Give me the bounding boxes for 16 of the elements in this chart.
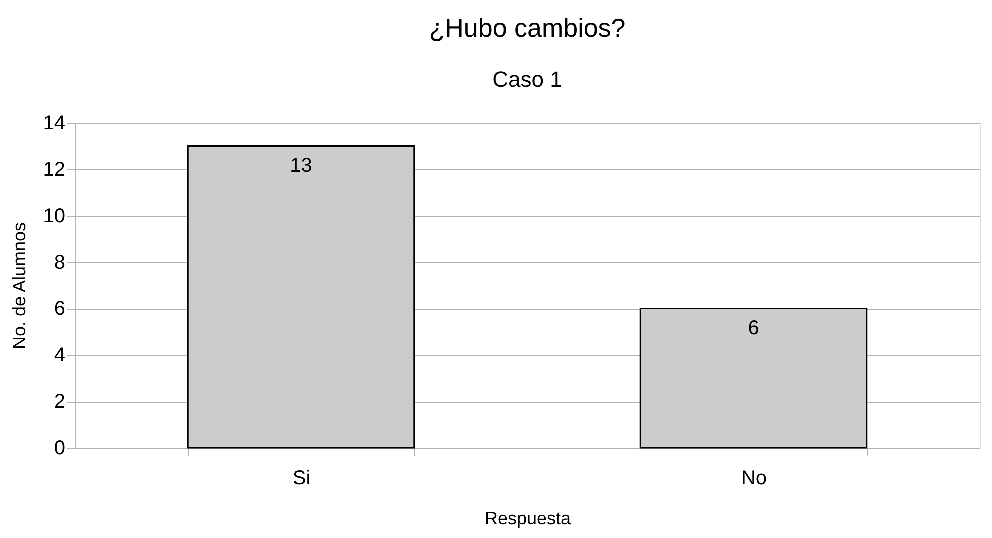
y-tick-label: 4 [54, 344, 66, 367]
x-tick-label: Si [292, 468, 311, 490]
y-tick-label: 12 [43, 158, 66, 181]
y-tick-label: 10 [43, 205, 66, 228]
y-tick-label: 2 [54, 391, 66, 414]
y-axis-title: No. de Alumnos [9, 222, 30, 350]
data-label: 13 [290, 155, 312, 178]
chart-subtitle: Caso 1 [492, 67, 562, 92]
y-tick-label: 8 [54, 252, 66, 274]
x-tick-label: No [741, 468, 768, 490]
y-tick-label: 0 [54, 438, 66, 460]
x-axis-title: Respuesta [484, 508, 572, 528]
y-tick-label: 6 [54, 298, 66, 320]
chart-title: ¿Hubo cambios? [429, 13, 626, 43]
data-label: 6 [748, 318, 760, 340]
y-tick-label: 14 [43, 112, 66, 134]
